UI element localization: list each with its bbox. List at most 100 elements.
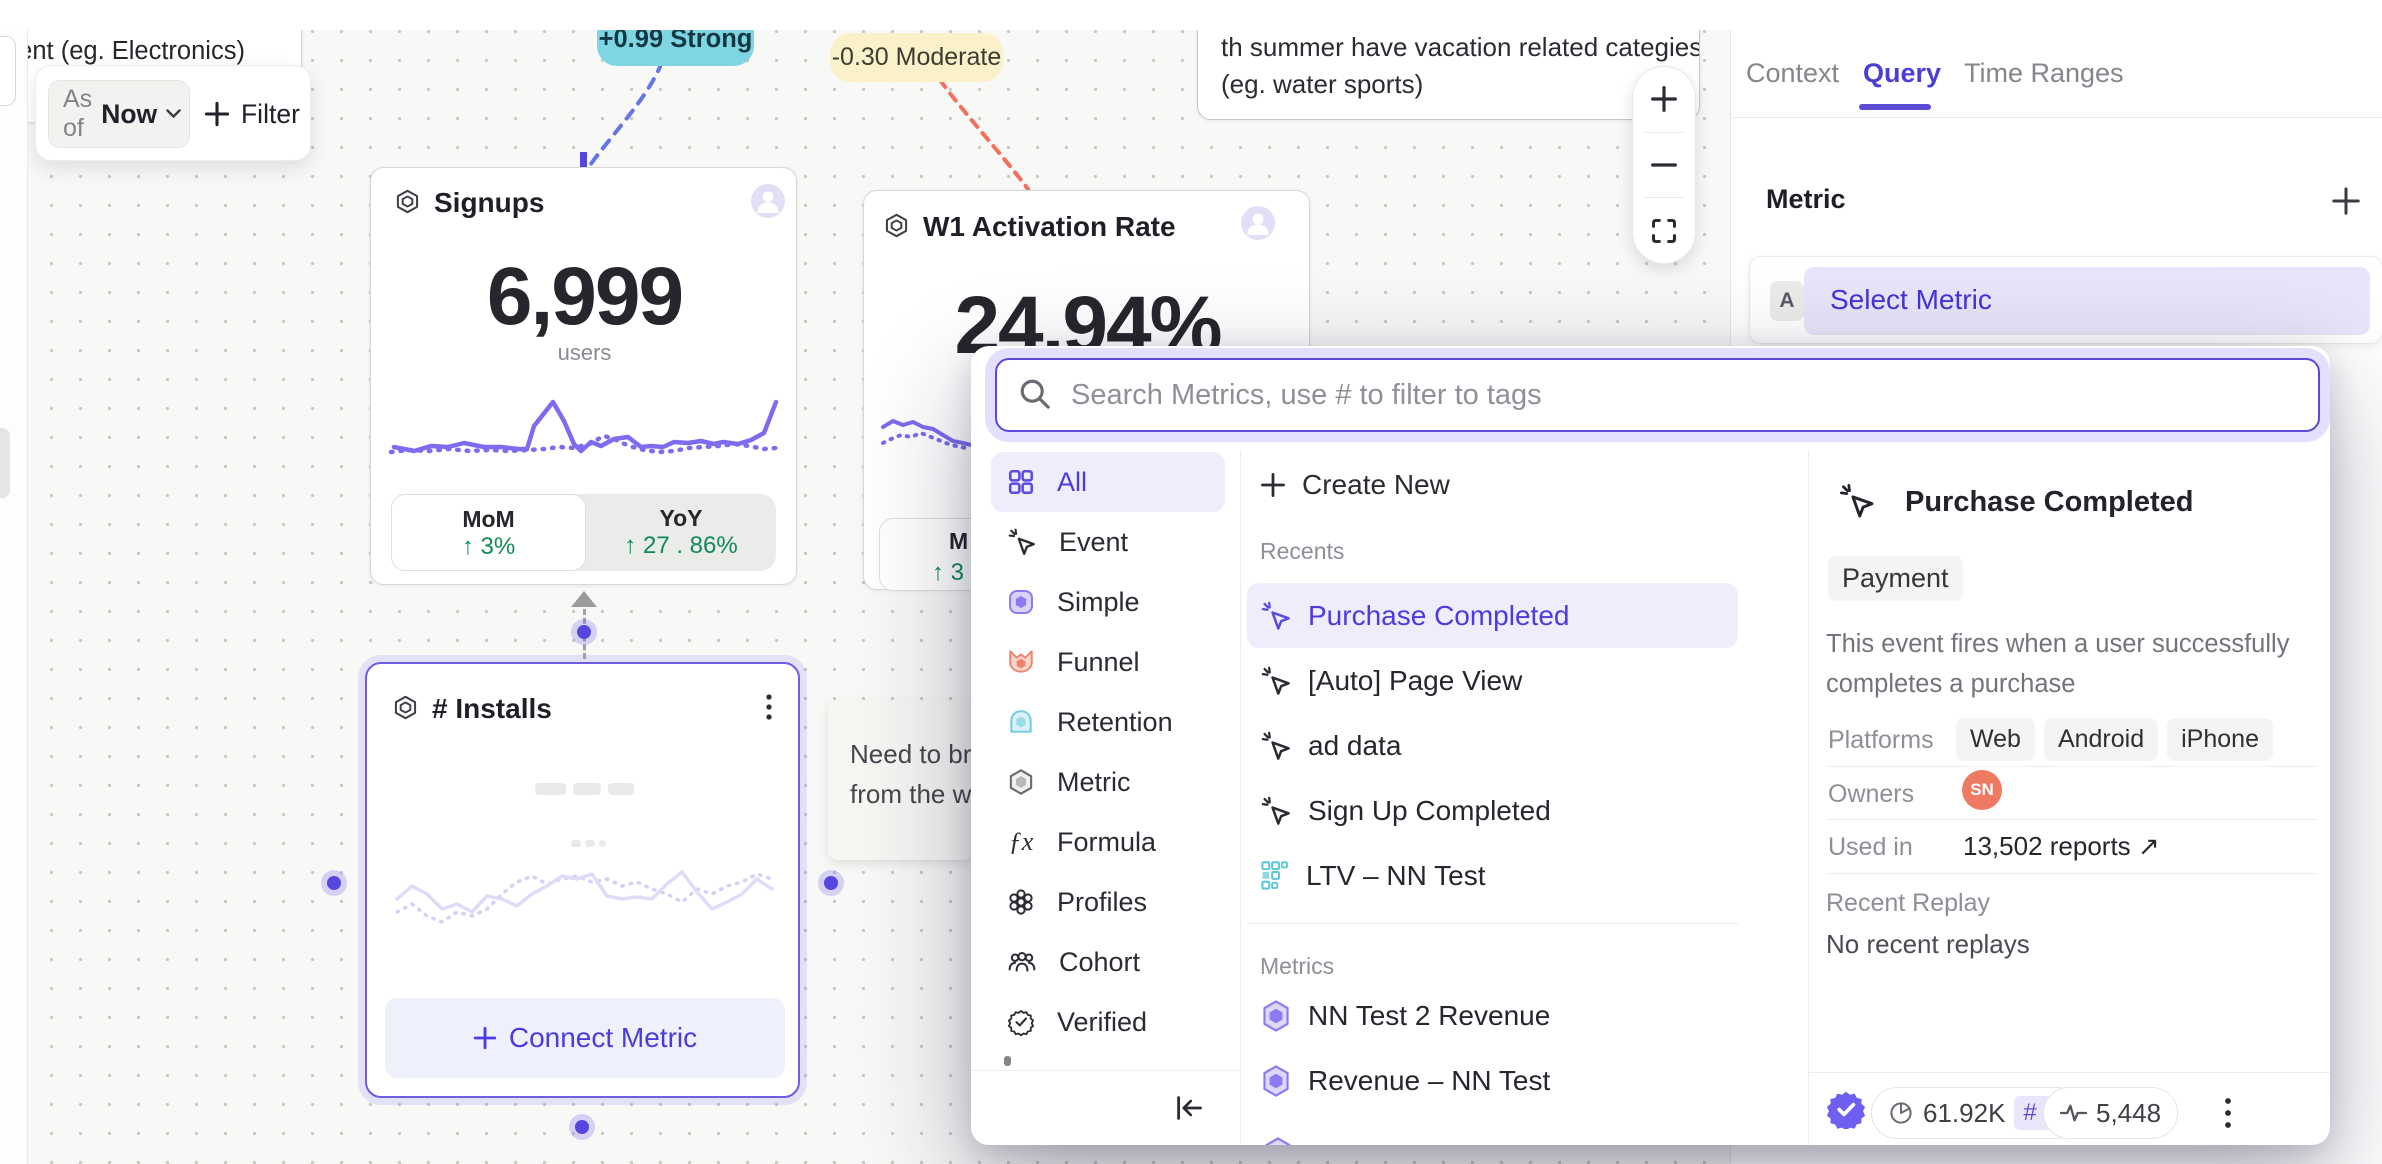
left-edge-strip <box>0 0 28 1164</box>
connect-metric-label: Connect Metric <box>508 1022 698 1053</box>
mom-chip[interactable]: MoM ↑ 3% <box>391 494 586 571</box>
yoy-chip[interactable]: YoY ↑ 27 . 86% <box>586 494 776 571</box>
used-in-reports-link[interactable]: 13,502 reports ↗ <box>1963 831 2160 861</box>
pie-chart-icon <box>1888 1100 1914 1126</box>
item-label: Sign Up Completed <box>1308 794 1551 826</box>
detail-title: Purchase Completed <box>1905 486 2194 518</box>
category-formula[interactable]: ƒx Formula <box>991 812 1225 872</box>
minus-icon <box>1651 163 1677 167</box>
divider <box>1808 1072 2330 1073</box>
connect-metric-button[interactable]: Connect Metric <box>385 998 785 1078</box>
avatar <box>751 184 785 218</box>
mom-chip-fragment[interactable]: M ↑ 3 <box>879 518 989 591</box>
verified-seal-icon[interactable] <box>1826 1089 1866 1134</box>
recent-item-purchase-completed[interactable]: Purchase Completed <box>1247 583 1738 648</box>
category-retention[interactable]: Retention <box>991 692 1225 752</box>
category-label: All <box>1057 466 1088 497</box>
skeleton-bar <box>535 783 566 795</box>
category-verified[interactable]: Verified <box>991 992 1225 1052</box>
card-title: Signups <box>434 187 545 218</box>
recent-replay-label: Recent Replay <box>1826 889 1990 917</box>
event-icon <box>1838 482 1876 525</box>
category-metric[interactable]: Metric <box>991 752 1225 812</box>
connector-dot-right[interactable] <box>824 876 838 890</box>
chip-label: M <box>949 528 969 554</box>
skeleton-bar <box>608 783 634 795</box>
recent-item-auto-page-view[interactable]: [Auto] Page View <box>1247 648 1738 713</box>
owner-avatar[interactable]: SN <box>1962 770 2002 810</box>
filter-button[interactable]: Filter <box>204 66 300 162</box>
category-label: Formula <box>1057 826 1157 857</box>
connector-dot[interactable] <box>577 625 591 639</box>
chip-label: MoM <box>462 506 515 532</box>
plus-icon <box>2332 187 2360 215</box>
category-all[interactable]: All <box>991 452 1225 512</box>
note-line-2: (eg. water sports) <box>1221 69 1424 99</box>
chevron-down-icon <box>166 109 181 119</box>
category-label: Retention <box>1057 706 1173 737</box>
tab-context[interactable]: Context <box>1746 58 1840 88</box>
metrics-header: Metrics <box>1260 953 1335 979</box>
recent-item-ltv-nn-test[interactable]: LTV – NN Test <box>1247 843 1738 908</box>
chip-change: ↑ 3 <box>932 559 965 586</box>
divider <box>1644 131 1684 133</box>
event-icon <box>1260 795 1292 827</box>
zoom-controls <box>1632 66 1696 264</box>
installs-card[interactable]: # Installs Connect Metric <box>365 662 800 1098</box>
recent-item-ad-data[interactable]: ad data <box>1247 713 1738 778</box>
select-metric-highlight: Select Metric <box>1804 267 2370 335</box>
category-cohort[interactable]: Cohort <box>991 932 1225 992</box>
plus-icon <box>473 1026 497 1050</box>
tab-time-ranges[interactable]: Time Ranges <box>1964 58 2124 88</box>
connector-dot-left[interactable] <box>327 876 341 890</box>
note-text: nent (eg. Electronics) <box>4 37 245 65</box>
collapse-sidebar-icon[interactable] <box>1174 1093 1204 1128</box>
formula-icon: ƒx <box>1008 827 1034 856</box>
category-event[interactable]: Event <box>991 512 1225 572</box>
fullscreen-icon <box>1651 218 1677 243</box>
search-icon <box>1017 376 1053 417</box>
zoom-in-button[interactable] <box>1632 67 1696 132</box>
platform-chip: Android <box>2043 718 2159 761</box>
chip-change: ↑ 27 . 86% <box>624 532 738 559</box>
chip-label: YoY <box>659 505 703 531</box>
item-label: Purchase Completed <box>1308 599 1570 631</box>
divider <box>1644 197 1684 199</box>
correlation-badge-moderate[interactable]: -0.30 Moderate <box>830 33 1003 82</box>
zoom-out-button[interactable] <box>1632 133 1696 198</box>
signups-card[interactable]: Signups 6,999 users MoM ↑ 3% YoY ↑ 27 . … <box>370 167 797 585</box>
category-simple[interactable]: Simple <box>991 572 1225 632</box>
simple-icon <box>1007 588 1035 616</box>
create-new-button[interactable]: Create New <box>1247 454 1738 516</box>
canvas-toolbar: As of Now Filter <box>35 65 311 161</box>
metric-item-revenue-nn-test[interactable]: Revenue – NN Test <box>1247 1048 1738 1113</box>
add-metric-button[interactable] <box>2331 186 2361 221</box>
recents-header: Recents <box>1260 538 1345 564</box>
tab-query[interactable]: Query <box>1863 58 1942 88</box>
events-stat-pill[interactable]: 5,448 <box>2043 1087 2179 1139</box>
tag-chip[interactable]: Payment <box>1828 556 1963 601</box>
category-label: Verified <box>1057 1006 1148 1037</box>
kebab-menu-icon[interactable] <box>755 690 783 729</box>
connector-dot-bottom[interactable] <box>575 1120 589 1134</box>
divider <box>1240 450 1241 1145</box>
metric-item-nn-test-2-revenue[interactable]: NN Test 2 Revenue <box>1247 983 1738 1048</box>
kebab-menu-icon[interactable] <box>2214 1093 2242 1138</box>
search-metrics-input[interactable] <box>995 358 2320 432</box>
hexagon-metric-icon <box>394 188 421 220</box>
note-line-1: th summer have vacation related categies <box>1221 32 1700 62</box>
fit-screen-button[interactable] <box>1632 198 1696 263</box>
hexagon-metric-icon <box>883 212 910 244</box>
category-funnel[interactable]: Funnel <box>991 632 1225 692</box>
cohort-icon <box>1007 948 1037 976</box>
metric-hexagon-icon <box>1260 1064 1292 1098</box>
as-of-dropdown[interactable]: As of Now <box>48 80 190 148</box>
badge-label: -0.30 Moderate <box>831 43 1002 71</box>
category-profiles[interactable]: Profiles <box>991 872 1225 932</box>
filter-label: Filter <box>241 98 300 129</box>
recent-item-sign-up-completed[interactable]: Sign Up Completed <box>1247 778 1738 843</box>
item-label: [Auto] Page View <box>1308 664 1523 696</box>
select-metric-row[interactable]: A Select Metric <box>1749 256 2382 344</box>
sparkline-chart <box>881 419 973 451</box>
sticky-note[interactable]: Need to brir from the wa <box>828 700 986 860</box>
